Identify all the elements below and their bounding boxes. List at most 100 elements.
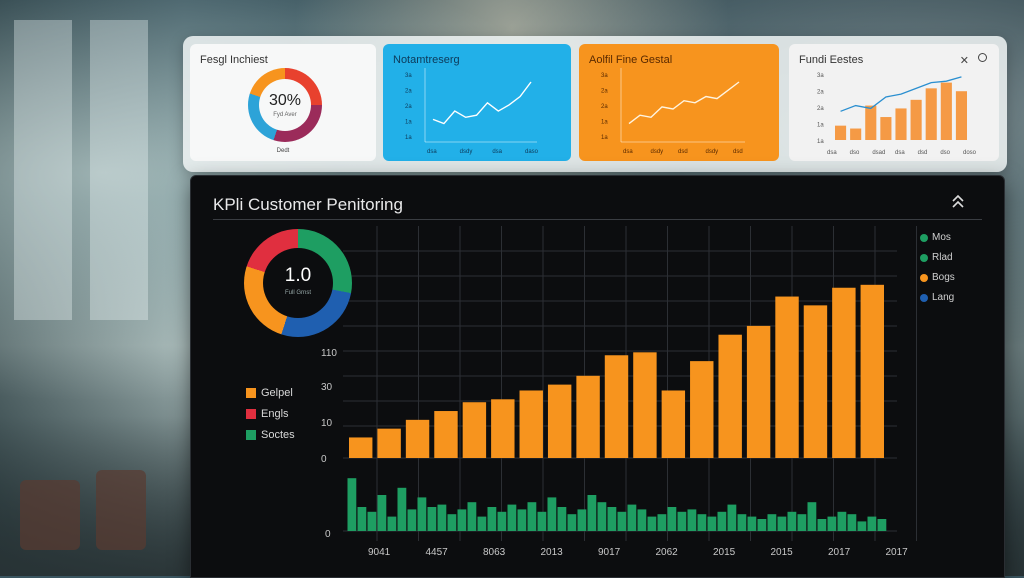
close-icon[interactable]: ✕ (959, 55, 969, 67)
bar-green (667, 507, 677, 531)
legend-label: Soctes (261, 429, 295, 441)
bar-green (517, 509, 527, 531)
bar-orange (690, 361, 714, 458)
bar-green (817, 519, 827, 531)
legend-label: Engls (261, 408, 289, 420)
bar-green (777, 516, 787, 531)
bar (910, 99, 922, 140)
x-tick-label: daso (525, 149, 539, 155)
bar-green (617, 511, 627, 531)
mini-line-chart: 3a 2a 2a 1a 1a dsa dsdy dsa daso (405, 68, 539, 155)
kpi-card-line-orange[interactable]: Aolfil Fine Gestal 3a 2a 2a 1a 1a dsa dsdy dsd d… (579, 44, 779, 161)
x-tick-label: dsd (678, 149, 688, 155)
bar-orange (775, 296, 799, 458)
y-tick-label: 1a (817, 139, 824, 145)
series-line (840, 76, 962, 112)
bar-green (447, 514, 457, 531)
collapse-icon[interactable] (950, 193, 966, 211)
bar-green (557, 507, 567, 531)
bar-green (397, 487, 407, 531)
card-title: Fesgl Inchiest (200, 54, 268, 66)
legend-label: Bogs (932, 272, 955, 283)
bar-orange (349, 437, 373, 458)
y-tick-label: 2a (601, 104, 608, 110)
legend-label: Rlad (932, 252, 953, 263)
x-tick-label: 2017 (828, 547, 851, 558)
bar (955, 91, 967, 140)
bar-green (487, 507, 497, 531)
y-tick-label: 2a (405, 89, 412, 95)
page-title: KPli Customer Penitoring (213, 195, 403, 214)
x-tick-label: dso (940, 150, 950, 156)
bar-green (437, 504, 447, 531)
settings-icon[interactable] (978, 53, 987, 62)
legend-item: Engls (246, 408, 289, 420)
legend-item: Mos (920, 232, 951, 243)
bar-green (587, 495, 597, 531)
x-tick-label: dsad (872, 150, 885, 156)
bar-green (387, 516, 397, 531)
bar-green (807, 502, 817, 531)
bar-green (857, 521, 867, 531)
bar-green (647, 516, 657, 531)
bar-green (357, 507, 367, 531)
bar-green (377, 495, 387, 531)
background-chair (20, 480, 80, 550)
bar (865, 105, 877, 140)
legend-dot (920, 293, 928, 302)
x-tick-label: dsdy (651, 149, 664, 155)
x-tick-label: dsdy (460, 149, 473, 155)
legend-dot (920, 273, 928, 282)
kpi-card-bar-line[interactable]: Fundi Eestes ✕ 3a 2a 2a 1a 1a dsa dso dsad dsa ds… (789, 44, 999, 161)
legend-item: Lang (920, 292, 954, 303)
bar-green (417, 497, 427, 531)
bar-green (677, 511, 687, 531)
donut-value: 1.0 (284, 265, 312, 286)
legend-swatch (246, 388, 256, 398)
bar-green (427, 507, 437, 531)
y-tick-label: 1a (405, 120, 412, 126)
bar-orange (746, 325, 771, 458)
bar-green (407, 509, 417, 531)
x-tick-label: dsdy (706, 149, 719, 155)
bar-green (567, 514, 577, 531)
x-tick-label: dsd (733, 149, 743, 155)
donut-chart-large (244, 229, 352, 337)
kpi-card-line-blue[interactable]: Notamtreserg 3a 2a 2a 1a 1a dsa dsdy dsa daso (383, 44, 571, 161)
x-tick-label: 4457 (426, 547, 449, 558)
y-tick-label: 30 (321, 382, 333, 393)
y-tick-label: 2a (817, 106, 824, 112)
y-tick-label: 0 (325, 529, 331, 540)
background-chair (96, 470, 146, 550)
x-tick-label: dso (850, 150, 860, 156)
bar-orange (491, 399, 515, 458)
x-tick-label: 2062 (656, 547, 679, 558)
bar-orange (405, 419, 430, 458)
bar-green (767, 514, 777, 531)
x-tick-label: 2013 (541, 547, 564, 558)
x-tick-label: 9017 (598, 547, 621, 558)
bar-orange (832, 287, 856, 458)
bar (880, 117, 892, 140)
bar-green (717, 511, 727, 531)
bar-green (607, 507, 617, 531)
bar-green (637, 509, 647, 531)
bar-green (547, 497, 557, 531)
legend-item: Soctes (246, 429, 295, 441)
legend-item: Rlad (920, 252, 953, 263)
kpi-card-donut[interactable]: Fesgl Inchiest 30% Fyd Aver Dedt (190, 44, 376, 161)
bar-green (527, 502, 537, 531)
bar-orange (604, 355, 629, 458)
donut-chart-small (248, 68, 322, 142)
y-tick-label: 0 (321, 454, 327, 465)
bar-green (827, 516, 837, 531)
title-divider (213, 219, 982, 220)
bar-green (787, 511, 797, 531)
legend-label: Gelpel (261, 387, 293, 399)
bar-green (697, 514, 707, 531)
bar-green (737, 514, 747, 531)
bar-green (797, 514, 807, 531)
bar-orange (547, 384, 572, 458)
mini-line-chart: 3a 2a 2a 1a 1a dsa dsdy dsd dsdy dsd (601, 68, 745, 155)
